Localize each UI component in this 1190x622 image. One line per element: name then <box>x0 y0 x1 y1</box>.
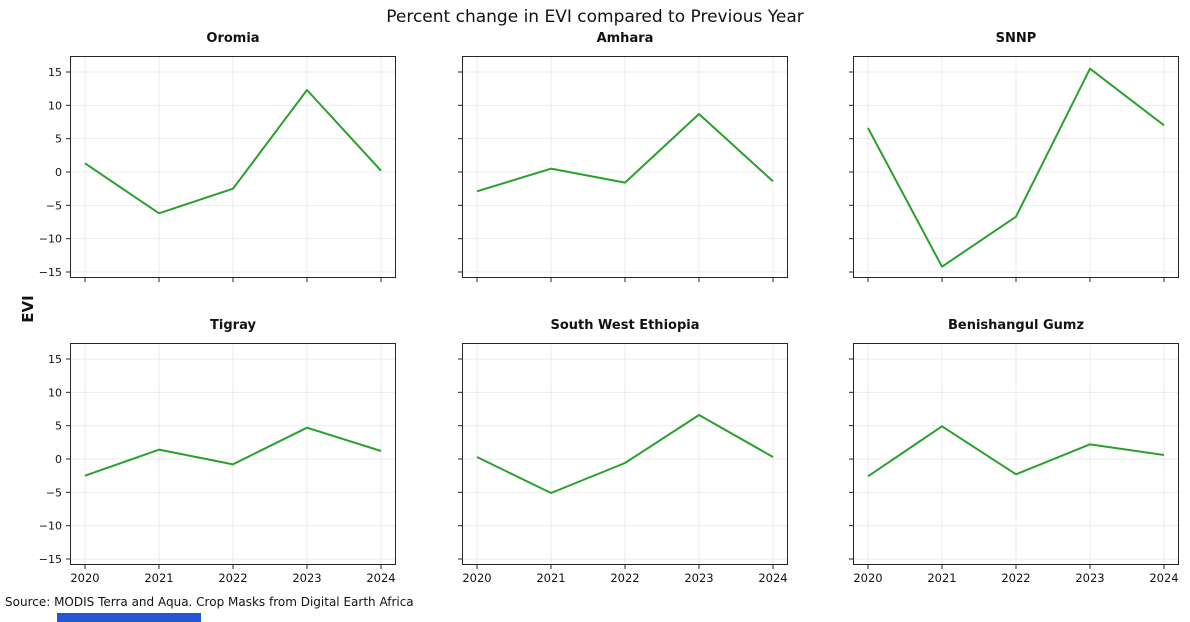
line-chart: 15 10 5 0 −5 −10 −15 2020 2021 2022 2023 2024 <box>39 343 396 585</box>
source-note: Source: MODIS Terra and Aqua. Crop Masks… <box>5 595 414 609</box>
x-tick-label: 2024 <box>1149 571 1178 585</box>
x-tick-label: 2020 <box>853 571 882 585</box>
subplot-tigray: Tigray 15 10 5 0 −5 −10 −15 2020 2021 2022 2023 202… <box>39 318 396 585</box>
axes-spines <box>70 343 396 565</box>
x-tick-label: 2022 <box>1001 571 1030 585</box>
y-tick-label: 15 <box>48 353 62 366</box>
y-tick-label: 0 <box>55 453 62 466</box>
x-tick-label: 2023 <box>1075 571 1104 585</box>
x-tick-label: 2023 <box>292 571 321 585</box>
subplot-title: Oromia <box>206 31 260 46</box>
y-tick-label: 15 <box>48 66 62 79</box>
axes-spines <box>853 56 1179 278</box>
y-tick-label: −15 <box>39 266 62 279</box>
subplot-oromia: Oromia 15 10 5 0 −5 −10 −15 <box>39 31 396 282</box>
y-tick-label: −15 <box>39 553 62 566</box>
shared-y-axis-label: EVI <box>19 295 37 323</box>
x-tick-label: 2020 <box>462 571 491 585</box>
line-chart <box>849 56 1179 282</box>
line-chart <box>458 56 788 282</box>
x-tick-label: 2024 <box>758 571 787 585</box>
axes-spines <box>462 343 788 565</box>
axes-spines <box>70 56 396 278</box>
subplot-title: Amhara <box>596 31 654 46</box>
line-chart: 2020 2021 2022 2023 2024 <box>458 343 788 585</box>
y-tick-label: 10 <box>48 386 62 399</box>
subplot-snnp: SNNP <box>849 31 1179 282</box>
y-tick-label: −10 <box>39 520 62 533</box>
x-tick-label: 2021 <box>536 571 565 585</box>
data-line <box>867 67 1165 268</box>
y-tick-label: 0 <box>55 166 62 179</box>
x-tick-label: 2022 <box>610 571 639 585</box>
subplot-amhara: Amhara <box>458 31 788 282</box>
data-line <box>84 426 382 477</box>
x-tick-label: 2020 <box>70 571 99 585</box>
axes-spines <box>853 343 1179 565</box>
y-tick-label: 5 <box>55 133 62 146</box>
data-line <box>84 88 382 215</box>
subplot-south-west-ethiopia: South West Ethiopia 2020 2021 2022 2023 2024 <box>458 318 788 585</box>
y-tick-label: 10 <box>48 99 62 112</box>
y-tick-label: −5 <box>46 199 62 212</box>
y-tick-label: −10 <box>39 233 62 246</box>
subplot-benishangul-gumz: Benishangul Gumz 2020 2021 2022 2023 2024 <box>849 318 1179 585</box>
x-tick-label: 2023 <box>684 571 713 585</box>
subplot-title: Benishangul Gumz <box>947 318 1085 333</box>
bottom-blue-bar <box>57 613 201 622</box>
line-chart: 2020 2021 2022 2023 2024 <box>849 343 1179 585</box>
figure-title: Percent change in EVI compared to Previo… <box>386 7 804 27</box>
line-chart: 15 10 5 0 −5 −10 −15 <box>39 56 396 282</box>
y-tick-label: −5 <box>46 486 62 499</box>
x-tick-label: 2021 <box>927 571 956 585</box>
subplot-title: South West Ethiopia <box>550 318 700 333</box>
subplot-title: Tigray <box>210 318 256 333</box>
data-line <box>476 112 774 193</box>
axes-spines <box>462 56 788 278</box>
data-line <box>867 425 1165 478</box>
x-tick-label: 2022 <box>218 571 247 585</box>
data-line <box>476 413 774 495</box>
x-tick-label: 2024 <box>366 571 395 585</box>
y-tick-label: 5 <box>55 420 62 433</box>
x-tick-label: 2021 <box>144 571 173 585</box>
subplot-title: SNNP <box>995 31 1037 46</box>
